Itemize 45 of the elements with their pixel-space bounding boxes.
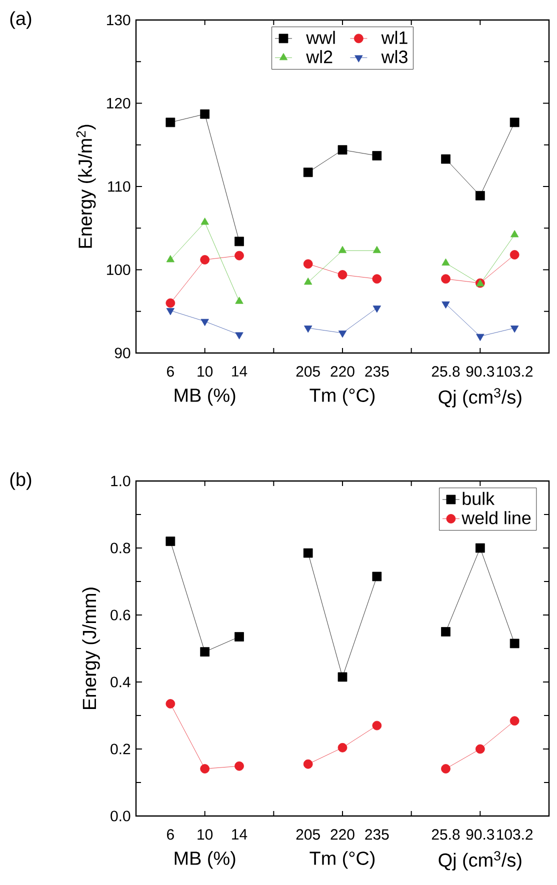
legend-label: bulk bbox=[462, 492, 495, 506]
x-tick-label: 10 bbox=[198, 829, 213, 840]
x-tick-label: 14 bbox=[232, 829, 248, 840]
x-tick-label: 220 bbox=[330, 366, 354, 377]
x-tick-label: 103.2 bbox=[497, 829, 533, 840]
x-tick-label: 90.3 bbox=[466, 366, 494, 377]
text: MB (%) bbox=[174, 388, 236, 406]
y-tick-label: 130 bbox=[107, 14, 130, 26]
y-tick-label: 120 bbox=[107, 98, 130, 109]
y-tick-label: 100 bbox=[107, 264, 130, 276]
x-tick-label: 6 bbox=[167, 366, 174, 377]
x-tick-label: 103.2 bbox=[497, 366, 533, 377]
x-tick-label: 14 bbox=[232, 366, 248, 376]
x-tick-label: 235 bbox=[365, 366, 389, 377]
y-tick-label: 0.8 bbox=[110, 542, 130, 554]
text: Tm (°C) bbox=[310, 388, 375, 406]
y-tick-label: 0.2 bbox=[110, 744, 130, 754]
legend-label: wl3 bbox=[381, 50, 408, 64]
chart-title: (b) bbox=[10, 472, 32, 490]
x-tick-label: 6 bbox=[167, 829, 174, 840]
text: Tm (°C) bbox=[310, 851, 375, 869]
text: MB (%) bbox=[174, 851, 236, 869]
x-tick-label: 220 bbox=[330, 829, 354, 840]
text: Qj (cm$^{3}$/s) bbox=[438, 388, 522, 408]
x-tick-label: 90.3 bbox=[466, 829, 494, 840]
legend-label: wl1 bbox=[381, 30, 408, 44]
y-tick-label: 0.0 bbox=[110, 810, 130, 822]
y-axis-title: Energy (kJ/m$^{2}$) bbox=[76, 124, 96, 248]
y-tick-label: 90 bbox=[114, 348, 130, 358]
y-axis-title: Energy (J/mm) bbox=[82, 588, 100, 710]
x-tick-label: 205 bbox=[296, 366, 320, 377]
text: Qj (cm$^{3}$/s) bbox=[438, 851, 522, 870]
y-tick-label: 0.6 bbox=[110, 610, 130, 620]
x-tick-label: 25.8 bbox=[432, 829, 460, 840]
y-tick-label: 110 bbox=[108, 181, 130, 192]
y-tick-label: 0.4 bbox=[110, 676, 130, 688]
x-tick-label: 10 bbox=[198, 366, 213, 377]
legend-label: wwl bbox=[306, 30, 335, 44]
x-tick-label: 25.8 bbox=[432, 366, 460, 377]
x-tick-label: 235 bbox=[365, 829, 389, 840]
x-tick-label: 205 bbox=[296, 829, 320, 840]
y-tick-label: 1.0 bbox=[111, 476, 130, 486]
chart-title: (a) bbox=[10, 11, 32, 29]
legend-label: weld line bbox=[462, 511, 531, 524]
legend-label: wl2 bbox=[306, 50, 332, 64]
